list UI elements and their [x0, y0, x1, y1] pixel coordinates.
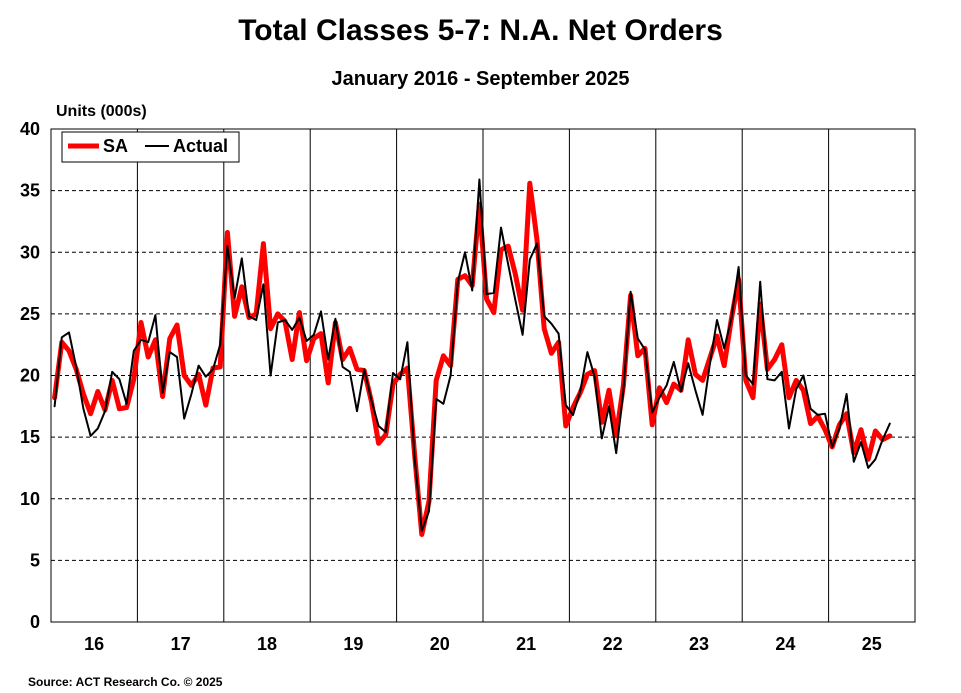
x-tick-label: 25 — [862, 634, 882, 654]
legend: SA Actual — [61, 131, 240, 163]
source-note: Source: ACT Research Co. © 2025 — [28, 675, 223, 689]
x-tick-label: 24 — [775, 634, 795, 654]
x-tick-label: 22 — [603, 634, 623, 654]
y-tick-label: 35 — [20, 181, 40, 201]
x-tick-label: 18 — [257, 634, 277, 654]
x-tick-label: 20 — [430, 634, 450, 654]
year-dividers — [136, 129, 830, 622]
y-tick-label: 30 — [20, 242, 40, 262]
y-tick-label: 5 — [30, 550, 40, 570]
y-tick-label: 15 — [20, 427, 40, 447]
x-tick-label: 23 — [689, 634, 709, 654]
x-tick-label: 16 — [84, 634, 104, 654]
y-tick-label: 40 — [20, 119, 40, 139]
series-layer — [52, 178, 893, 537]
y-tick-label: 10 — [20, 489, 40, 509]
y-tick-label: 25 — [20, 304, 40, 324]
x-tick-label: 19 — [343, 634, 363, 654]
x-tick-label: 21 — [516, 634, 536, 654]
chart-title: Total Classes 5-7: N.A. Net Orders — [238, 14, 723, 47]
plot-frame — [50, 128, 916, 623]
y-tick-label: 20 — [20, 366, 40, 386]
chart-subtitle: January 2016 - September 2025 — [331, 68, 630, 90]
y-tick-label: 0 — [30, 612, 40, 632]
series-line-actual — [53, 178, 891, 532]
series-line-sa — [52, 180, 893, 537]
x-tick-label: 17 — [171, 634, 191, 654]
legend-label-actual: Actual — [173, 136, 228, 156]
y-axis-label: Units (000s) — [56, 103, 147, 120]
y-axis-ticks: 0 5 10 15 20 25 30 35 40 — [20, 119, 40, 632]
x-axis-ticks: 16 17 18 19 20 21 22 23 24 25 — [84, 634, 882, 654]
legend-label-sa: SA — [103, 136, 128, 156]
